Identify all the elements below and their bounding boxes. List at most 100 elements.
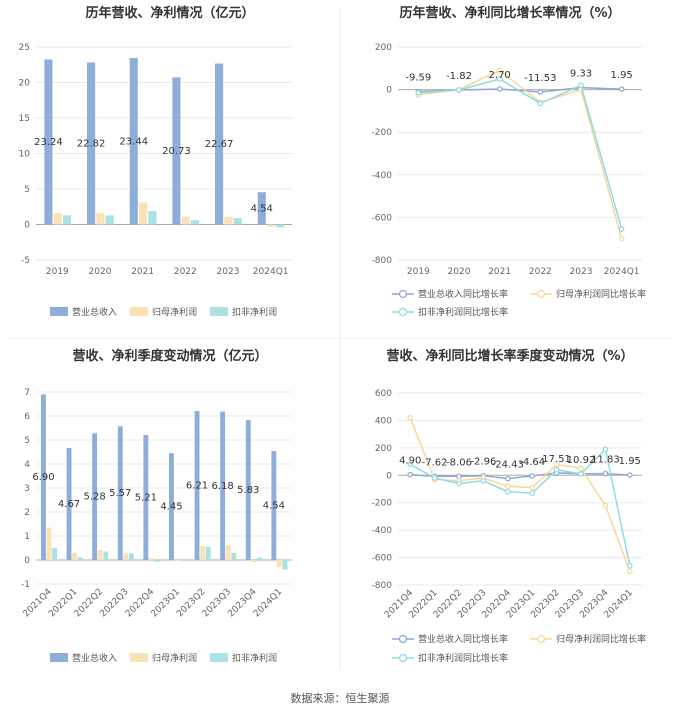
line-point [618,86,625,92]
y-tick-label: -400 [372,526,393,536]
data-label: 22.82 [77,138,106,149]
legend-marker [398,307,408,317]
x-tick-label: 2024Q1 [253,267,289,277]
bar-series-1 [92,433,98,560]
line-point [480,477,487,484]
bar-series-2 [251,560,257,563]
line-series-2 [418,69,623,239]
bar-series-2 [149,558,154,560]
bar-series-3 [77,557,83,560]
legend-marker [398,634,408,644]
x-tick-label: 2021 [488,267,511,277]
data-label: 4.54 [251,203,273,214]
legend-swatch [130,653,148,662]
data-label: -24.43 [492,460,524,471]
data-label: 6.18 [212,481,234,492]
legend-label: 归母净利润同比增长率 [556,288,646,300]
line-point [618,235,625,242]
legend-label: 扣非净利润 [232,306,277,318]
data-label: -9.59 [405,73,431,84]
legend-label: 营业总收入 [72,306,117,318]
x-tick-label: 2023 [217,267,240,277]
y-tick-label: -400 [372,171,393,181]
bar-series-3 [205,546,211,560]
legend-swatch [50,307,68,316]
bar-series-2 [53,213,62,225]
legend-label: 扣非净利润同比增长率 [418,652,508,664]
chart-panel-2: 历年营收、净利同比增长率情况（%） -800 -600 -400 -200 0 200 201… [372,5,646,318]
y-tick-label: 0 [24,556,30,566]
data-label: 5.21 [135,492,157,503]
data-label: 10.92 [567,455,596,466]
bar-series-1 [169,453,174,560]
bar-series-1 [41,394,46,560]
bar-series-2 [224,216,233,225]
y-tick-label: 7 [24,388,30,398]
data-label: 2.70 [489,70,511,81]
bar-series-1 [44,59,53,225]
bar-series-2 [174,560,180,561]
bar-series-1 [257,192,266,225]
bar-series-3 [52,548,58,560]
bar-series-3 [233,218,242,225]
y-tick-label: 600 [375,389,392,399]
line-point [496,67,503,74]
data-label: -8.06 [446,457,472,468]
bar-series-3 [105,215,114,225]
x-tick-label: 2023 [570,267,593,277]
y-tick-label: 5 [24,185,30,195]
data-label: 23.24 [34,137,63,148]
data-label: -1.82 [446,71,472,82]
data-label: 4.90 [399,456,421,467]
line-point [578,465,584,472]
legend-label: 归母净利润同比增长率 [556,633,646,645]
y-tick-label: -200 [372,499,393,509]
legend-label: 扣非净利润同比增长率 [418,306,508,318]
line-point [553,466,560,473]
bar-series-2 [225,545,231,560]
line-point [602,446,609,453]
bar-series-1 [87,62,96,225]
y-tick-label: 200 [375,444,392,454]
line-point [529,484,536,491]
data-label: 6.90 [32,472,54,483]
data-label: 1.95 [611,70,633,81]
x-tick-label: 2024Q1 [252,587,284,619]
line-series-1 [410,472,630,480]
y-tick-label: 0 [386,86,392,96]
data-label: 17.51 [542,454,571,465]
bar-series-3 [276,224,285,228]
bar-series-3 [63,215,72,225]
data-label: 4.45 [160,502,182,513]
x-tick-label: 2019 [46,267,69,277]
bar-series-2 [123,552,129,560]
bar-series-3 [154,560,160,562]
line-point [626,568,633,575]
line-point [431,475,438,481]
data-label: 9.33 [570,69,592,80]
line-point [407,471,414,478]
data-label: 4.54 [263,501,285,512]
line-point [626,562,633,569]
bar-series-2 [181,216,190,225]
y-tick-label: -5 [21,256,30,266]
chart-title: 历年营收、净利同比增长率情况（%） [399,5,620,21]
legend-label: 营业总收入同比增长率 [418,288,508,300]
y-tick-label: -1 [21,580,30,590]
bar-series-1 [66,447,72,560]
x-tick-label: 2022 [174,267,197,277]
legend-label: 归母净利润 [152,306,197,318]
y-tick-label: 6 [24,412,30,422]
line-series-2 [409,417,631,572]
data-label: 4.67 [58,499,80,510]
y-tick-label: -800 [372,581,393,591]
legend-label: 扣非净利润 [232,652,277,664]
bar-series-3 [180,560,186,561]
line-point [529,490,536,496]
bar-series-1 [220,411,226,560]
x-tick-label: 2020 [448,267,471,277]
legend-swatch [130,307,148,316]
chart-title: 历年营收、净利情况（亿元） [85,5,254,21]
line-point [407,414,414,421]
